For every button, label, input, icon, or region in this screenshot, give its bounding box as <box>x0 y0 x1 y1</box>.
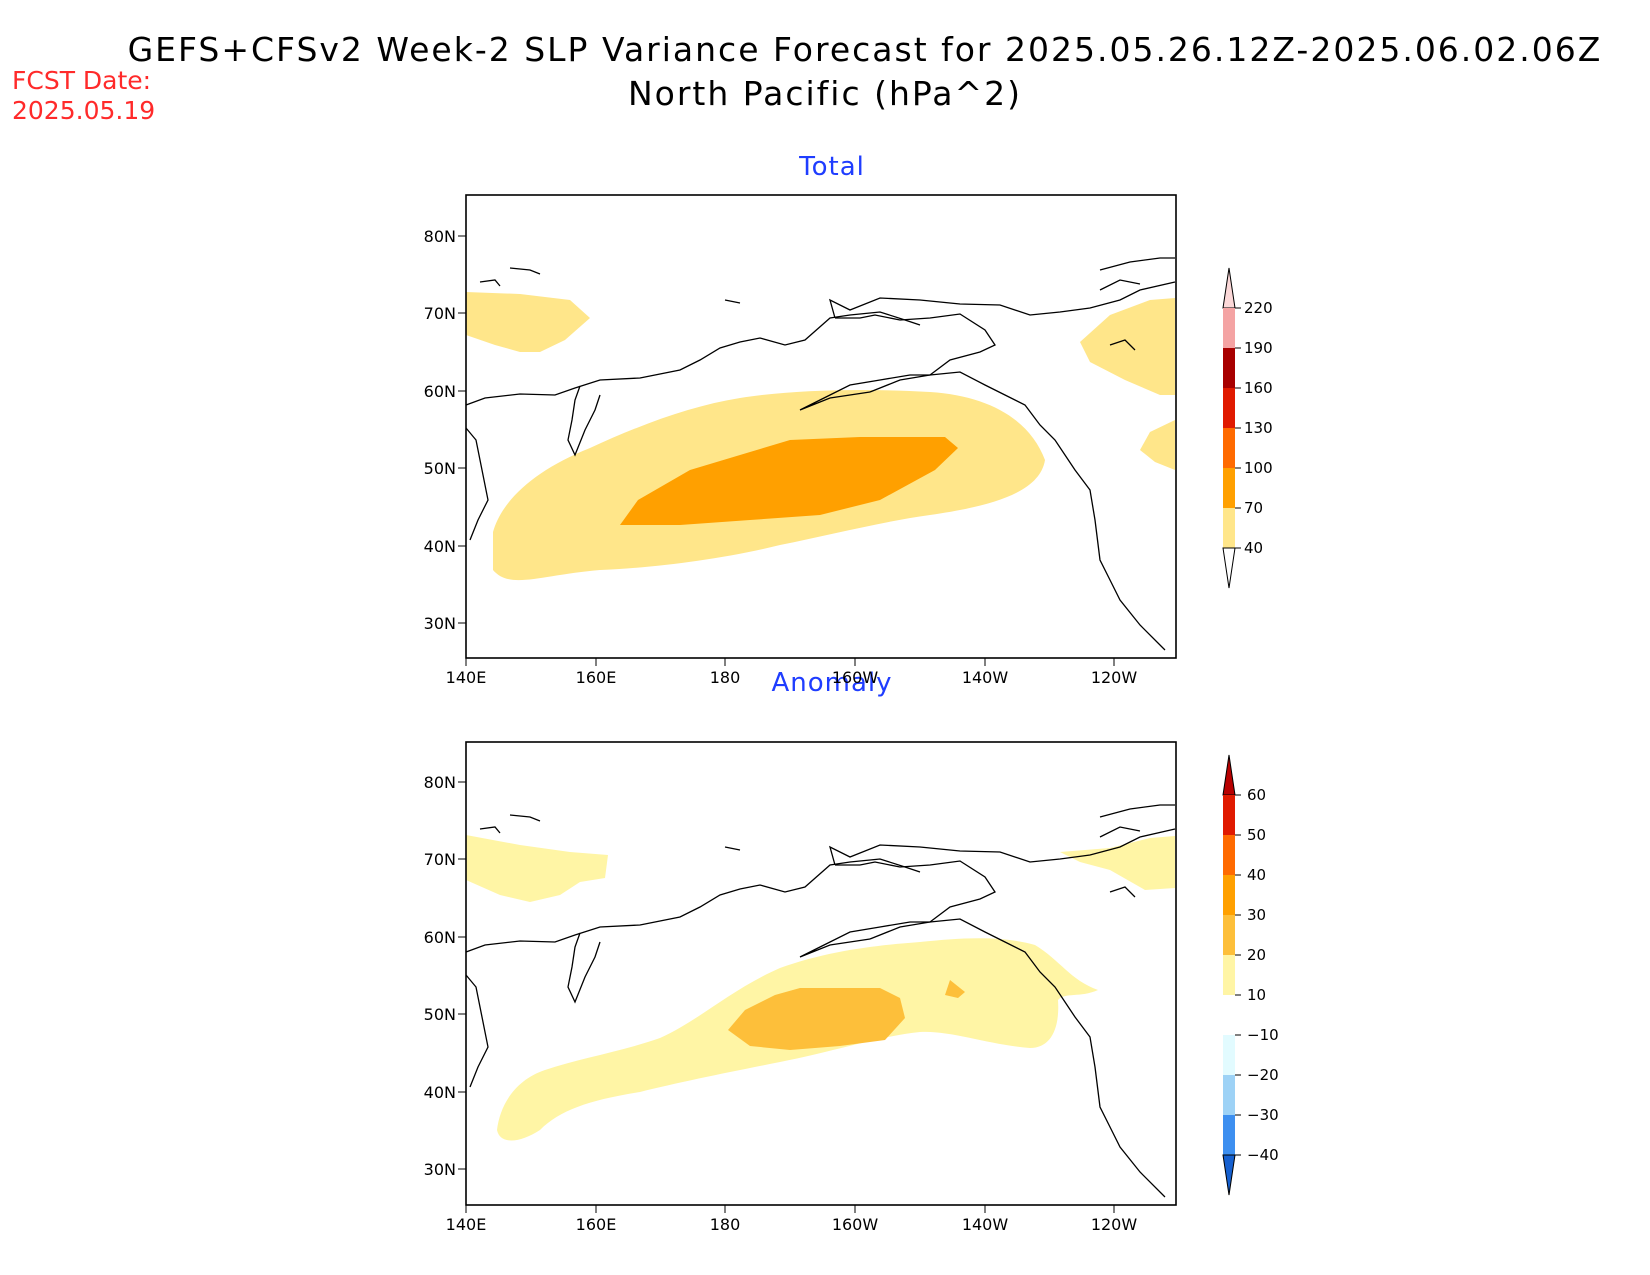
total-colorbar-top-arrow <box>1222 267 1236 309</box>
total-colorbar-label: 70 <box>1244 499 1263 517</box>
total-colorbar-swatch <box>1223 428 1235 468</box>
total-lon-tick: 140E <box>446 668 487 687</box>
total-lat-tick: 60N <box>424 382 456 401</box>
anomaly-map-fields <box>466 835 1175 1141</box>
anomaly-lat-tick: 60N <box>424 928 456 947</box>
total-colorbar-swatch <box>1223 308 1235 348</box>
total-lat-tick: 50N <box>424 459 456 478</box>
anomaly-lon-tick: 180 <box>710 1215 741 1234</box>
anomaly-colorbar-swatch <box>1223 1115 1235 1155</box>
total-colorbar-swatch <box>1223 388 1235 428</box>
anomaly-colorbar-label: −20 <box>1247 1066 1279 1084</box>
total-coastlines <box>465 257 1176 651</box>
chart-title: GEFS+CFSv2 Week-2 SLP Variance Forecast … <box>127 30 1603 69</box>
anomaly-colorbar: 60 50 40 30 20 10 −10 −20 −30 −40 <box>1222 754 1279 1196</box>
total-lat-tick: 70N <box>424 304 456 323</box>
anomaly-colorbar-label: −30 <box>1247 1106 1279 1124</box>
anomaly-colorbar-label: −40 <box>1247 1146 1279 1164</box>
total-map-fields <box>466 292 1175 581</box>
total-lat-tick: 40N <box>424 537 456 556</box>
anomaly-lat-tick: 50N <box>424 1005 456 1024</box>
total-lon-tick: 180 <box>710 668 741 687</box>
anomaly-lat-tick: 40N <box>424 1083 456 1102</box>
total-lon-tick: 160W <box>832 668 879 687</box>
anomaly-colorbar-swatch <box>1223 875 1235 915</box>
anomaly-colorbar-label: −10 <box>1247 1026 1279 1044</box>
total-lon-tick: 160E <box>576 668 617 687</box>
anomaly-colorbar-bottom-arrow <box>1222 1154 1236 1196</box>
total-colorbar-label: 130 <box>1244 419 1273 437</box>
anomaly-shade-10-nw <box>466 835 608 902</box>
anomaly-colorbar-swatch <box>1223 995 1235 1035</box>
anomaly-lon-tick: 120W <box>1091 1215 1138 1234</box>
chart-subtitle: North Pacific (hPa^2) <box>627 74 1023 113</box>
total-colorbar: 220 190 160 130 100 70 40 <box>1222 267 1273 589</box>
anomaly-map-frame <box>465 741 1177 1206</box>
anomaly-lon-tick: 140E <box>446 1215 487 1234</box>
total-lon-tick: 140W <box>962 668 1009 687</box>
total-shade-40-ne <box>1080 298 1175 395</box>
total-shade-40-nw <box>466 292 590 352</box>
anomaly-colorbar-label: 30 <box>1247 906 1266 924</box>
total-colorbar-label: 100 <box>1244 459 1273 477</box>
anomaly-colorbar-label: 50 <box>1247 826 1266 844</box>
anomaly-lon-tick: 160E <box>576 1215 617 1234</box>
total-lon-tick: 120W <box>1091 668 1138 687</box>
anomaly-colorbar-swatch <box>1223 1035 1235 1075</box>
total-map-frame <box>465 194 1177 659</box>
anomaly-axis: 80N 70N 60N 50N 40N 30N 140E 160E 180 16… <box>424 773 1138 1234</box>
anomaly-shade-10-ne <box>1060 836 1175 890</box>
anomaly-lon-tick: 140W <box>962 1215 1009 1234</box>
forecast-date-value: 2025.05.19 <box>12 96 156 125</box>
anomaly-colorbar-swatch <box>1223 955 1235 995</box>
anomaly-shade-20 <box>728 988 905 1050</box>
total-colorbar-label: 220 <box>1244 299 1273 317</box>
anomaly-colorbar-label: 10 <box>1247 986 1266 1004</box>
anomaly-lat-tick: 30N <box>424 1160 456 1179</box>
anomaly-shade-20-small <box>945 980 965 998</box>
anomaly-lat-tick: 70N <box>424 850 456 869</box>
total-colorbar-swatch <box>1223 508 1235 548</box>
anomaly-colorbar-swatch <box>1223 835 1235 875</box>
anomaly-lon-tick: 160W <box>832 1215 879 1234</box>
total-colorbar-bottom-arrow <box>1222 547 1236 589</box>
total-colorbar-label: 190 <box>1244 339 1273 357</box>
anomaly-colorbar-label: 20 <box>1247 946 1266 964</box>
total-colorbar-label: 40 <box>1244 539 1263 557</box>
total-axis: 80N 70N 60N 50N 40N 30N 140E 160E 180 16… <box>424 227 1138 687</box>
total-colorbar-swatch <box>1223 468 1235 508</box>
anomaly-colorbar-swatch <box>1223 1075 1235 1115</box>
total-panel-title: Total <box>799 152 865 182</box>
anomaly-coastlines <box>465 804 1176 1198</box>
total-colorbar-label: 160 <box>1244 379 1273 397</box>
total-shade-70 <box>620 437 958 525</box>
anomaly-colorbar-top-arrow <box>1222 754 1236 796</box>
forecast-date-label: FCST Date: <box>12 66 152 95</box>
anomaly-colorbar-swatch <box>1223 795 1235 835</box>
total-shade-40-e <box>1140 420 1175 470</box>
total-lat-tick: 30N <box>424 614 456 633</box>
anomaly-panel-title: Anomaly <box>771 668 893 698</box>
anomaly-colorbar-label: 60 <box>1247 786 1266 804</box>
total-lat-tick: 80N <box>424 227 456 246</box>
anomaly-colorbar-swatch <box>1223 915 1235 955</box>
anomaly-colorbar-label: 40 <box>1247 866 1266 884</box>
anomaly-lat-tick: 80N <box>424 773 456 792</box>
total-colorbar-swatch <box>1223 348 1235 388</box>
